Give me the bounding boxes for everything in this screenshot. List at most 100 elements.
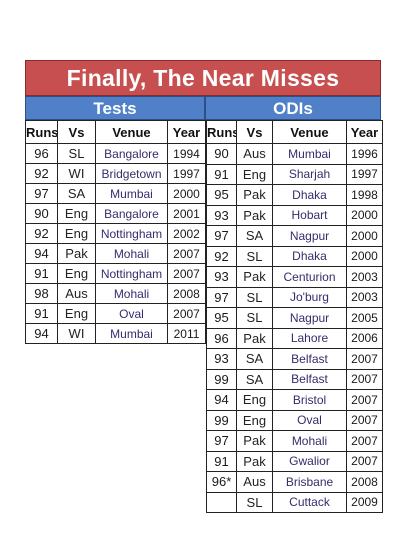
odis-year-cell: 2000 <box>346 245 383 267</box>
odis-vs-cell: SL <box>236 286 273 308</box>
tests-header-row: Runs Vs Venue Year <box>25 120 206 144</box>
tests-runs-cell: 97 <box>25 183 58 204</box>
tests-venue-cell: Bridgetown <box>95 163 168 184</box>
tests-table-row: 94 WI Mumbai 2011 <box>25 323 206 344</box>
odis-runs-cell: 97 <box>206 286 237 308</box>
odis-runs-header: Runs <box>206 120 237 144</box>
tests-venue-cell: Oval <box>95 303 168 324</box>
tests-table-row: 91 Eng Oval 2007 <box>25 303 206 324</box>
odis-table-row: 91 Eng Sharjah 1997 <box>206 163 383 185</box>
odis-venue-cell: Belfast <box>272 348 347 370</box>
tests-table-row: 92 Eng Nottingham 2002 <box>25 223 206 244</box>
tests-vs-header: Vs <box>57 120 96 144</box>
tests-venue-cell: Mohali <box>95 243 168 264</box>
odis-vs-cell: Pak <box>236 430 273 452</box>
odis-venue-cell: Brisbane <box>272 471 347 493</box>
odis-runs-cell: 95 <box>206 184 237 206</box>
odis-vs-cell: SA <box>236 348 273 370</box>
odis-vs-cell: SA <box>236 225 273 247</box>
tests-table-row: 91 Eng Nottingham 2007 <box>25 263 206 284</box>
odis-year-cell: 1998 <box>346 184 383 206</box>
odis-body: 90 Aus Mumbai 1996 91 Eng Sharjah 1997 95 Pak Dhak… <box>206 143 383 513</box>
odis-table-row: 93 Pak Centurion 2003 <box>206 266 383 288</box>
odis-table-row: 99 SA Belfast 2007 <box>206 368 383 390</box>
tests-runs-cell: 94 <box>25 243 58 264</box>
odis-year-header: Year <box>346 120 383 144</box>
odis-year-cell: 2000 <box>346 225 383 247</box>
tests-vs-cell: SL <box>57 143 96 164</box>
tests-year-cell: 2008 <box>167 283 206 304</box>
tests-venue-cell: Mumbai <box>95 183 168 204</box>
odis-vs-cell: Pak <box>236 327 273 349</box>
odis-table: Runs Vs Venue Year 90 Aus Mumbai 1996 91 Eng S… <box>206 120 383 513</box>
tests-vs-cell: Eng <box>57 263 96 284</box>
odis-venue-cell: Dhaka <box>272 245 347 267</box>
odis-venue-cell: Belfast <box>272 368 347 390</box>
odis-venue-cell: Sharjah <box>272 163 347 185</box>
odis-year-cell: 1996 <box>346 143 383 165</box>
tests-year-cell: 1997 <box>167 163 206 184</box>
odis-vs-cell: Eng <box>236 389 273 411</box>
odis-table-row: 97 Pak Mohali 2007 <box>206 430 383 452</box>
odis-vs-cell: Aus <box>236 471 273 493</box>
tests-year-cell: 2007 <box>167 303 206 324</box>
tests-year-cell: 2000 <box>167 183 206 204</box>
odis-table-row: 97 SA Nagpur 2000 <box>206 225 383 247</box>
odis-year-cell: 2000 <box>346 204 383 226</box>
odis-vs-cell: Eng <box>236 409 273 431</box>
odis-vs-cell: SL <box>236 307 273 329</box>
odis-table-row: 93 Pak Hobart 2000 <box>206 204 383 226</box>
tests-year-cell: 1994 <box>167 143 206 164</box>
tests-vs-cell: WI <box>57 323 96 344</box>
tests-venue-cell: Bangalore <box>95 203 168 224</box>
tests-venue-cell: Mohali <box>95 283 168 304</box>
odis-venue-cell: Gwalior <box>272 450 347 472</box>
tests-table-row: 94 Pak Mohali 2007 <box>25 243 206 264</box>
odis-runs-cell: 93 <box>206 348 237 370</box>
odis-runs-cell: 99 <box>206 368 237 390</box>
odis-year-cell: 2006 <box>346 327 383 349</box>
tests-venue-header: Venue <box>95 120 168 144</box>
tests-table-row: 90 Eng Bangalore 2001 <box>25 203 206 224</box>
odis-table-row: 96* Aus Brisbane 2008 <box>206 471 383 493</box>
odis-vs-cell: Aus <box>236 143 273 165</box>
odis-runs-cell: 96 <box>206 327 237 349</box>
tests-runs-cell: 92 <box>25 223 58 244</box>
tests-table-row: 96 SL Bangalore 1994 <box>25 143 206 164</box>
tests-vs-cell: Eng <box>57 203 96 224</box>
odis-venue-cell: Centurion <box>272 266 347 288</box>
odis-vs-cell: SA <box>236 368 273 390</box>
odis-section-header: ODIs <box>205 96 381 120</box>
odis-venue-cell: Mumbai <box>272 143 347 165</box>
odis-venue-cell: Nagpur <box>272 307 347 329</box>
odis-table-row: 97 SL Jo'burg 2003 <box>206 286 383 308</box>
odis-runs-cell: 95 <box>206 307 237 329</box>
odis-table-row: SL Cuttack 2009 <box>206 491 383 513</box>
tests-table-row: 92 WI Bridgetown 1997 <box>25 163 206 184</box>
odis-runs-cell <box>206 491 237 513</box>
odis-vs-cell: Pak <box>236 266 273 288</box>
tests-runs-cell: 91 <box>25 263 58 284</box>
odis-year-cell: 2007 <box>346 430 383 452</box>
odis-year-cell: 2008 <box>346 471 383 493</box>
tests-venue-cell: Bangalore <box>95 143 168 164</box>
odis-table-row: 90 Aus Mumbai 1996 <box>206 143 383 165</box>
odis-year-cell: 2003 <box>346 286 383 308</box>
odis-vs-cell: SL <box>236 245 273 267</box>
odis-year-cell: 2007 <box>346 368 383 390</box>
odis-vs-cell: SL <box>236 491 273 513</box>
odis-year-cell: 2005 <box>346 307 383 329</box>
odis-runs-cell: 99 <box>206 409 237 431</box>
odis-runs-cell: 91 <box>206 163 237 185</box>
odis-table-row: 99 Eng Oval 2007 <box>206 409 383 431</box>
tests-runs-header: Runs <box>25 120 58 144</box>
tables-container: Runs Vs Venue Year 96 SL Bangalore 1994 92 WI… <box>25 120 383 513</box>
odis-venue-header: Venue <box>272 120 347 144</box>
tests-year-cell: 2001 <box>167 203 206 224</box>
odis-table-row: 95 Pak Dhaka 1998 <box>206 184 383 206</box>
odis-year-cell: 2007 <box>346 389 383 411</box>
odis-runs-cell: 92 <box>206 245 237 267</box>
odis-runs-cell: 96* <box>206 471 237 493</box>
odis-year-cell: 2009 <box>346 491 383 513</box>
odis-venue-cell: Nagpur <box>272 225 347 247</box>
